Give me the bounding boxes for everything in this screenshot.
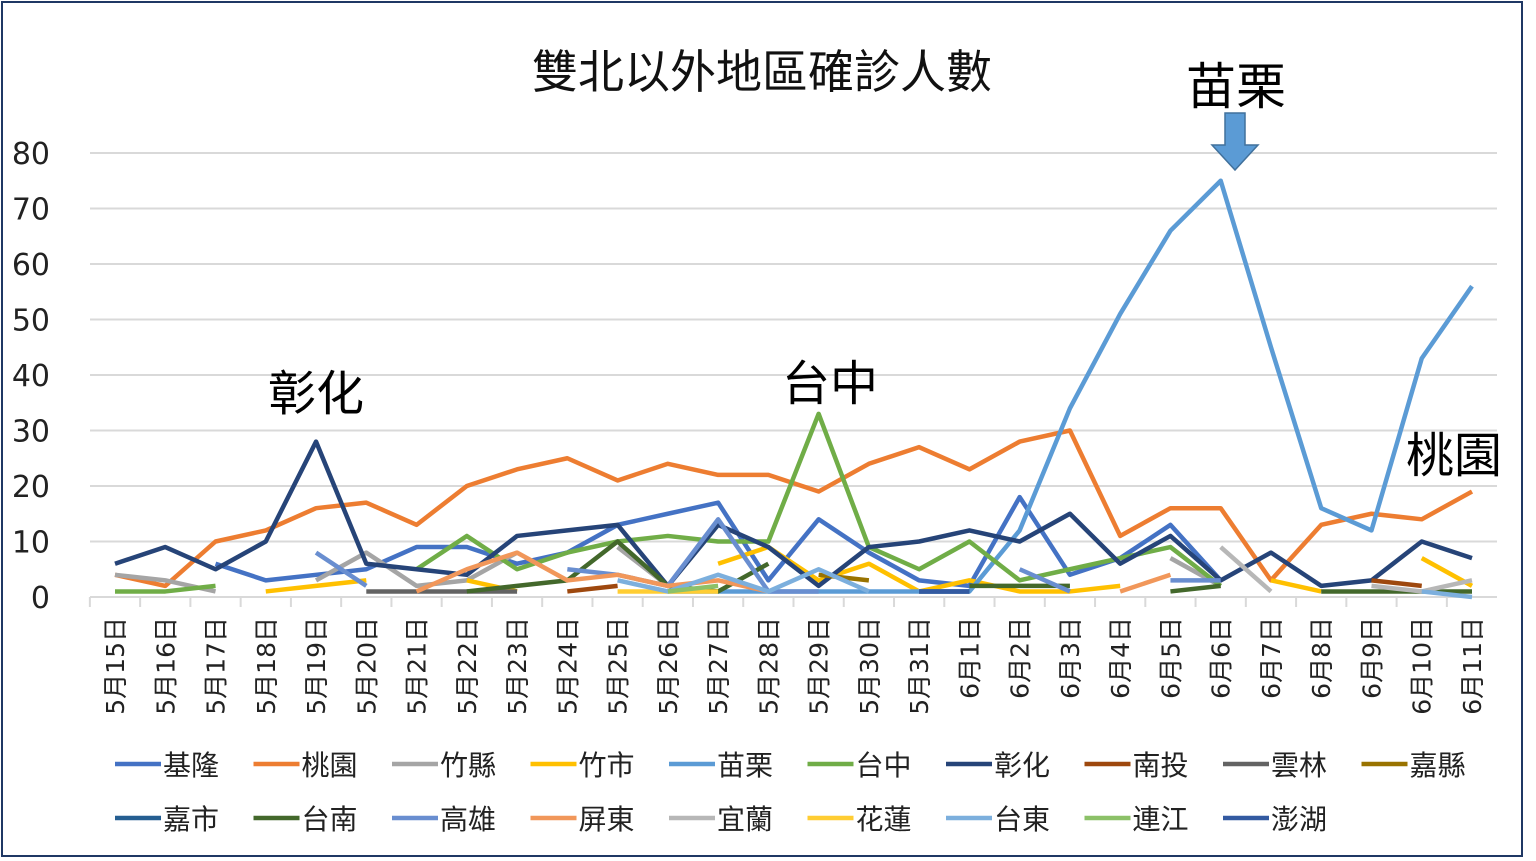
series-line-台東 [1421, 589, 1473, 600]
x-tick-label: 6月10日 [1408, 617, 1437, 715]
y-tick-label: 60 [12, 248, 50, 283]
x-tick-label: 6月7日 [1257, 617, 1286, 699]
x-tick-label: 5月17日 [202, 617, 231, 715]
y-tick-label: 40 [12, 359, 50, 394]
series-line-南投 [1371, 578, 1422, 589]
x-tick-label: 6月4日 [1106, 617, 1135, 699]
series-line-台南 [1170, 583, 1221, 594]
annotation-label: 彰化 [268, 366, 364, 422]
series-line-南投 [567, 583, 618, 594]
x-tick-label: 6月1日 [955, 617, 984, 699]
x-tick-label: 5月25日 [604, 617, 633, 715]
legend-label: 屏東 [579, 803, 635, 836]
legend-label: 台東 [994, 803, 1050, 836]
legend-label: 嘉縣 [1410, 749, 1466, 782]
series-line-連江 [667, 583, 719, 594]
legend-label: 桃園 [302, 749, 358, 782]
y-axis: 0 10 20 30 40 50 60 70 80 [12, 137, 50, 616]
series-line-高雄 [314, 550, 368, 588]
x-tick-label: 5月31日 [905, 617, 934, 715]
x-tick-label: 6月5日 [1156, 617, 1185, 699]
y-tick-label: 10 [12, 526, 50, 561]
legend-label: 基隆 [163, 749, 219, 782]
annotation-label: 桃園 [1406, 428, 1502, 484]
x-tick-label: 5月16日 [151, 617, 180, 715]
x-tick-label: 5月22日 [453, 617, 482, 715]
legend-label: 宜蘭 [717, 803, 773, 836]
y-tick-label: 70 [12, 193, 50, 228]
x-tick-label: 5月23日 [503, 617, 532, 715]
x-tick-label: 5月30日 [855, 617, 884, 715]
series-line-台中 [115, 583, 216, 594]
x-tick-label: 6月6日 [1207, 617, 1236, 699]
legend-label: 竹市 [579, 749, 635, 782]
legend-label: 嘉市 [163, 803, 219, 836]
x-tick-label: 6月8日 [1307, 617, 1336, 699]
y-tick-label: 80 [12, 137, 50, 172]
series-line-彰化 [114, 439, 1473, 589]
legend-label: 苗栗 [717, 749, 773, 782]
x-tick-label: 5月15日 [101, 617, 130, 715]
series-lines [114, 178, 1474, 600]
x-tick-label: 5月18日 [252, 617, 281, 715]
x-tick-label: 6月9日 [1357, 617, 1386, 699]
series-line-屏東 [415, 550, 769, 594]
legend-label: 台中 [856, 749, 912, 782]
annotation-label: 苗栗 [1186, 58, 1286, 116]
x-tick-label: 5月21日 [403, 617, 432, 715]
legend-label: 彰化 [994, 749, 1050, 782]
x-axis: 5月15日 5月16日 5月17日 5月18日 5月19日 5月20日 5月21日 5月22日… [88, 597, 1487, 715]
x-tick-label: 6月2日 [1006, 617, 1035, 699]
x-tick-label: 5月20日 [352, 617, 381, 715]
series-line-竹縣 [314, 550, 519, 589]
x-tick-label: 5月19日 [302, 617, 331, 715]
series-line-竹市 [1270, 578, 1322, 594]
y-tick-label: 20 [12, 470, 50, 505]
series-line-台中 [415, 411, 1223, 588]
legend-label: 高雄 [440, 803, 496, 836]
x-tick-label: 5月29日 [805, 617, 834, 715]
legend-label: 花蓮 [856, 803, 912, 836]
legend-label: 連江 [1133, 803, 1189, 836]
chart-title: 雙北以外地區確診人數 [532, 45, 992, 99]
series-line-台東 [617, 567, 870, 594]
x-tick-label: 6月11日 [1458, 617, 1487, 715]
x-tick-label: 5月26日 [654, 617, 683, 715]
series-line-高雄 [1018, 567, 1071, 594]
series-line-嘉縣 [818, 572, 870, 583]
annotation-label: 台中 [782, 356, 878, 412]
legend-label: 南投 [1133, 749, 1189, 782]
y-tick-label: 30 [12, 415, 50, 450]
y-tick-label: 0 [31, 581, 50, 616]
legend-label: 澎湖 [1271, 803, 1327, 836]
x-tick-label: 5月28日 [754, 617, 783, 715]
x-tick-label: 6月3日 [1056, 617, 1085, 699]
y-tick-label: 50 [12, 304, 50, 339]
gridlines [90, 152, 1497, 598]
x-tick-label: 5月27日 [704, 617, 733, 715]
series-line-竹市 [265, 578, 367, 594]
x-tick-label: 5月24日 [553, 617, 582, 715]
down-arrow-icon [1210, 112, 1260, 172]
legend-label: 台南 [302, 803, 358, 836]
series-line-屏東 [1119, 572, 1172, 594]
series-line-宜蘭 [1219, 545, 1273, 594]
legend-label: 雲林 [1271, 749, 1327, 782]
legend-label: 竹縣 [440, 749, 496, 782]
